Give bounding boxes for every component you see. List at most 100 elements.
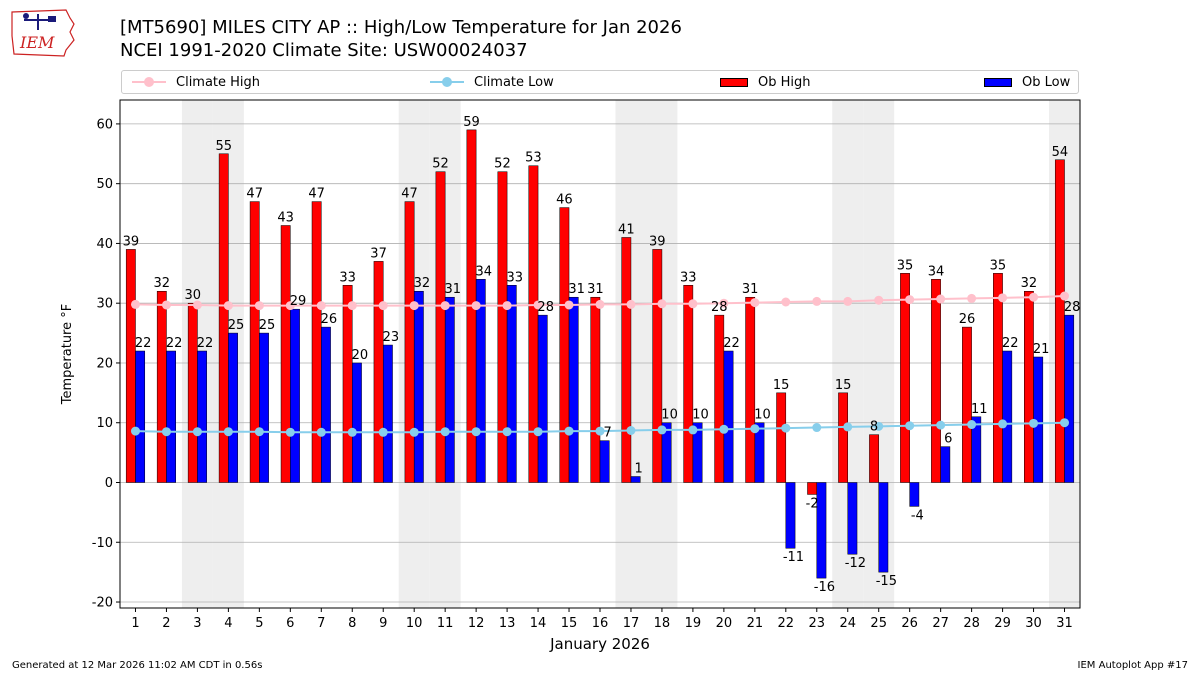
climate-low-point [874,421,884,431]
app-credit: IEM Autoplot App #17 [1077,660,1188,671]
temperature-bars [125,129,1075,579]
ob-low-label: 7 [604,426,612,441]
ob-high-bar [342,285,353,483]
legend-swatch-climate-low [430,77,464,87]
climate-low-point [440,427,450,437]
climate-high-point [781,297,791,307]
x-tick-label: 8 [348,616,356,631]
ob-high-bar [900,273,910,483]
climate-high-point [657,299,667,309]
x-tick-label: 24 [839,616,856,631]
ob-low-label: 22 [1002,336,1019,351]
ob-low-bar [1002,350,1013,483]
climate-low-point [223,427,233,437]
ob-high-bar [745,296,756,483]
x-axis-label: January 2026 [549,635,650,653]
y-tick-label: 10 [96,416,113,431]
ob-high-label: 34 [928,264,945,279]
ob-high-label: 28 [711,300,728,315]
climate-high-point [843,296,853,306]
legend-swatch-ob-low [984,77,1012,87]
climate-high-point [161,300,171,310]
climate-low-point [502,427,512,437]
ob-low-label: 28 [537,300,554,315]
ob-low-bar [352,362,362,483]
ob-high-label: 37 [370,246,387,261]
climate-low-point [471,427,481,437]
ob-low-label: -11 [783,550,804,565]
ob-high-label: 15 [835,378,852,393]
climate-low-point [533,427,543,437]
ob-high-bar [776,392,787,483]
climate-low-point [564,426,574,436]
ob-low-bar [444,296,455,483]
climate-high-point [812,296,822,306]
ob-low-label: -15 [876,574,897,589]
logo-text: IEM [19,33,55,52]
ob-low-bar [475,279,486,483]
climate-low-point [719,424,729,434]
x-tick-label: 21 [747,616,764,631]
x-tick-label: 14 [530,616,547,631]
ob-high-bar [931,279,941,483]
ob-high-bar [838,392,848,483]
legend-item-climate-high: Climate High [132,71,260,93]
ob-high-label: 53 [525,151,542,166]
ob-low-bar [259,332,269,483]
ob-low-label: 20 [352,348,369,363]
ob-low-label: 21 [1033,342,1050,357]
ob-high-label: 55 [215,139,232,154]
climate-high-point [1029,292,1039,302]
ob-high-bar [807,482,818,495]
x-tick-label: 2 [162,616,170,631]
climate-low-point [1060,418,1070,428]
x-tick-label: 19 [685,616,702,631]
climate-low-point [626,425,636,435]
ob-high-label: 41 [618,222,635,237]
x-tick-label: 20 [716,616,733,631]
ob-high-bar [373,261,384,483]
climate-low-point [688,425,698,435]
y-tick-label: 20 [96,356,113,371]
ob-low-label: 31 [445,282,462,297]
ob-low-bar [1064,314,1075,483]
climate-low-point [998,419,1008,429]
x-tick-label: 7 [317,616,325,631]
ob-high-label: 35 [897,258,914,273]
ob-low-label: 22 [166,336,183,351]
climate-low-point [781,423,791,433]
x-tick-label: 9 [379,616,387,631]
ob-low-bar [321,326,331,483]
ob-low-label: 23 [383,330,400,345]
chart-subtitle: NCEI 1991-2020 Climate Site: USW00024037 [120,40,528,61]
x-tick-label: 15 [561,616,578,631]
ob-high-label: 32 [154,276,171,291]
climate-high-point [254,301,264,311]
climate-low-point [130,426,140,436]
climate-high-point [564,300,574,310]
climate-low-point [595,426,605,436]
climate-low-point [378,427,388,437]
climate-high-point [750,298,760,308]
ob-high-bar [218,153,229,483]
legend-swatch-climate-high [132,77,166,87]
legend-item-climate-low: Climate Low [430,71,554,93]
climate-low-point [192,427,202,437]
ob-high-label: 59 [463,115,480,130]
ob-low-label: 22 [723,336,740,351]
ob-high-bar [652,249,663,483]
ob-low-label: 10 [754,408,771,423]
legend-label-climate-high: Climate High [176,74,261,90]
climate-low-point [254,427,264,437]
ob-low-label: 22 [135,336,152,351]
x-tick-label: 10 [406,616,423,631]
climate-low-point [347,427,357,437]
climate-low-point [750,424,760,434]
climate-low-point [905,421,915,431]
ob-high-bar [962,326,972,483]
climate-high-point [688,299,698,309]
ob-high-label: 31 [587,282,604,297]
y-tick-label: -10 [92,536,113,551]
ob-low-label: -4 [911,508,924,523]
